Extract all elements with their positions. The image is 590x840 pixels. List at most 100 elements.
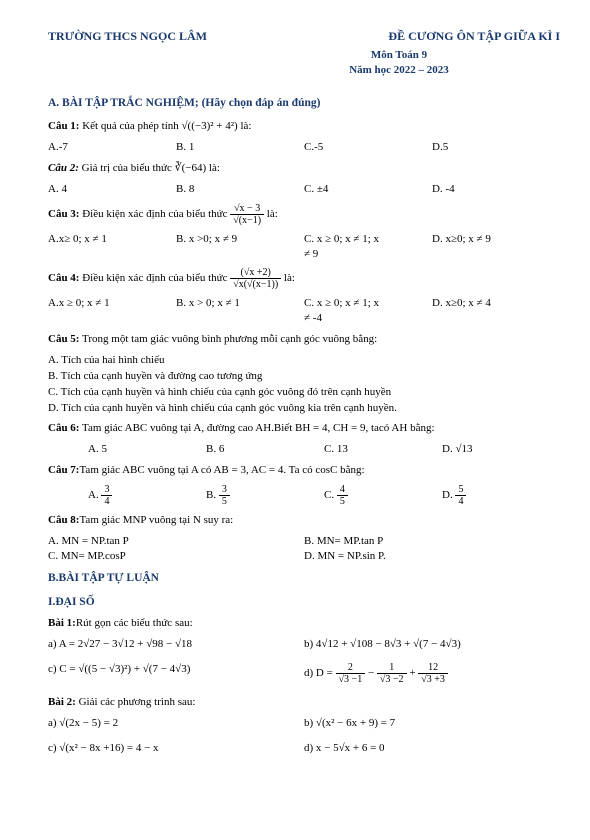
q7-opt-c: C. 45 (324, 484, 442, 507)
q8-options-row1: A. MN = NP.tan P B. MN= MP.tan P (48, 534, 560, 549)
q2-opt-a: A. 4 (48, 182, 176, 197)
b2-label: Bài 2: (48, 696, 76, 708)
q8-opt-d: D. MN = NP.sin P. (304, 549, 560, 564)
b2-item-a: a) √(2x − 5) = 2 (48, 716, 304, 731)
b1-item-d: d) D = 2√3 −1 − 1√3 −2 + 12√3 +3 (304, 662, 560, 685)
q2-options: A. 4 B. 8 C. ±4 D. -4 (48, 182, 560, 197)
q5-opt-c: C. Tích của cạnh huyền và hình chiếu của… (48, 385, 560, 400)
q3-opt-d: D. x≥0; x ≠ 9 (432, 232, 560, 262)
q8-opt-a: A. MN = NP.tan P (48, 534, 304, 549)
question-5: Câu 5: Trong một tam giác vuông bình phư… (48, 332, 560, 347)
q6-label: Câu 6: (48, 422, 79, 434)
q3-label: Câu 3: (48, 208, 79, 220)
b2-text: Giải các phương trình sau: (76, 696, 196, 708)
section-b-title: B.BÀI TẬP TỰ LUẬN (48, 571, 560, 587)
q4-after: là: (284, 272, 295, 284)
b2-item-d: d) x − 5√x + 6 = 0 (304, 741, 560, 756)
header: TRƯỜNG THCS NGỌC LÂM ĐỀ CƯƠNG ÔN TẬP GIỮ… (48, 28, 560, 44)
exercise-2: Bài 2: Giải các phương trình sau: (48, 695, 560, 710)
q3-frac-den: √(x−1) (230, 215, 264, 226)
b2-row1: a) √(2x − 5) = 2 b) √(x² − 6x + 9) = 7 (48, 716, 560, 731)
b1-item-b: b) 4√12 + √108 − 8√3 + √(7 − 4√3) (304, 637, 560, 652)
section-a-title: A. BÀI TẬP TRẮC NGHIỆM; (Hãy chọn đáp án… (48, 96, 560, 112)
q6-opt-c: C. 13 (324, 442, 442, 457)
q7-options: A. 34 B. 35 C. 45 D. 54 (48, 484, 560, 507)
q3-text: Điều kiện xác định của biểu thức (79, 208, 230, 220)
q4-label: Câu 4: (48, 272, 79, 284)
b1-text: Rút gọn các biểu thức sau: (76, 617, 193, 629)
q4-text: Điều kiện xác định của biểu thức (79, 272, 230, 284)
q8-options-row2: C. MN= MP.cosP D. MN = NP.sin P. (48, 549, 560, 564)
b2-item-b: b) √(x² − 6x + 9) = 7 (304, 716, 560, 731)
question-2: Câu 2: Giá trị của biểu thức ∛(−64) là: (48, 161, 560, 176)
q4-opt-d: D. x≥0; x ≠ 4 (432, 296, 560, 326)
b1-item-c: c) C = √((5 − √3)²) + √(7 − 4√3) (48, 662, 304, 685)
q3-after: là: (267, 208, 278, 220)
question-6: Câu 6: Tam giác ABC vuông tại A, đường c… (48, 421, 560, 436)
q1-opt-c: C.-5 (304, 140, 432, 155)
q1-opt-d: D.5 (432, 140, 560, 155)
q1-text: Kết quả của phép tính √((−3)² + 4²) là: (79, 120, 251, 132)
question-3: Câu 3: Điều kiện xác định của biểu thức … (48, 203, 560, 226)
q4-opt-c: C. x ≥ 0; x ≠ 1; x ≠ -4 (304, 296, 432, 326)
q8-text: Tam giác MNP vuông tại N suy ra: (79, 514, 233, 526)
q2-opt-b: B. 8 (176, 182, 304, 197)
q3-opt-c: C. x ≥ 0; x ≠ 1; x ≠ 9 (304, 232, 432, 262)
q6-opt-b: B. 6 (206, 442, 324, 457)
subject: Môn Toán 9 (238, 48, 560, 63)
q2-text: Giá trị của biểu thức ∛(−64) là: (79, 162, 220, 174)
exercise-1: Bài 1:Rút gọn các biểu thức sau: (48, 616, 560, 631)
q3-opt-a: A.x≥ 0; x ≠ 1 (48, 232, 176, 262)
q5-opt-a: A. Tích của hai hình chiếu (48, 353, 560, 368)
q3-fraction: √x − 3 √(x−1) (230, 203, 264, 226)
q4-frac-num: (√x +2) (230, 267, 281, 279)
q8-label: Câu 8: (48, 514, 79, 526)
q3-frac-num: √x − 3 (230, 203, 264, 215)
q6-text: Tam giác ABC vuông tại A, đường cao AH.B… (79, 422, 434, 434)
exam-page: TRƯỜNG THCS NGỌC LÂM ĐỀ CƯƠNG ÔN TẬP GIỮ… (0, 0, 590, 840)
question-4: Câu 4: Điều kiện xác định của biểu thức … (48, 267, 560, 290)
q8-opt-c: C. MN= MP.cosP (48, 549, 304, 564)
q3-opt-b: B. x >0; x ≠ 9 (176, 232, 304, 262)
doc-title: ĐỀ CƯƠNG ÔN TẬP GIỮA KÌ I (388, 28, 560, 44)
q5-options: A. Tích của hai hình chiếu B. Tích của c… (48, 353, 560, 415)
q1-label: Câu 1: (48, 120, 79, 132)
q6-opt-a: A. 5 (88, 442, 206, 457)
q7-label: Câu 7: (48, 464, 79, 476)
b1-label: Bài 1: (48, 617, 76, 629)
b1-row2: c) C = √((5 − √3)²) + √(7 − 4√3) d) D = … (48, 662, 560, 685)
q7-text: Tam giác ABC vuông tại A có AB = 3, AC =… (79, 464, 364, 476)
q2-label: Câu 2: (48, 162, 79, 174)
school-name: TRƯỜNG THCS NGỌC LÂM (48, 28, 207, 44)
question-8: Câu 8:Tam giác MNP vuông tại N suy ra: (48, 513, 560, 528)
b1-item-a: a) A = 2√27 − 3√12 + √98 − √18 (48, 637, 304, 652)
q4-opt-a: A.x ≥ 0; x ≠ 1 (48, 296, 176, 326)
section-i-title: I.ĐẠI SỐ (48, 595, 560, 611)
q5-opt-b: B. Tích của cạnh huyền và đường cao tươn… (48, 369, 560, 384)
q6-options: A. 5 B. 6 C. 13 D. √13 (48, 442, 560, 457)
q4-options: A.x ≥ 0; x ≠ 1 B. x > 0; x ≠ 1 C. x ≥ 0;… (48, 296, 560, 326)
q5-opt-d: D. Tích của cạnh huyền và hình chiếu của… (48, 401, 560, 416)
q7-opt-a: A. 34 (88, 484, 206, 507)
q5-text: Trong một tam giác vuông bình phương mỗi… (79, 333, 377, 345)
q2-opt-d: D. -4 (432, 182, 560, 197)
q4-opt-b: B. x > 0; x ≠ 1 (176, 296, 304, 326)
q1-options: A.-7 B. 1 C.-5 D.5 (48, 140, 560, 155)
q6-opt-d: D. √13 (442, 442, 560, 457)
q2-opt-c: C. ±4 (304, 182, 432, 197)
b2-item-c: c) √(x² − 8x +16) = 4 − x (48, 741, 304, 756)
b1-row1: a) A = 2√27 − 3√12 + √98 − √18 b) 4√12 +… (48, 637, 560, 652)
question-7: Câu 7:Tam giác ABC vuông tại A có AB = 3… (48, 463, 560, 478)
q3-options: A.x≥ 0; x ≠ 1 B. x >0; x ≠ 9 C. x ≥ 0; x… (48, 232, 560, 262)
school-year: Năm học 2022 – 2023 (238, 63, 560, 78)
question-1: Câu 1: Kết quả của phép tính √((−3)² + 4… (48, 119, 560, 134)
q1-opt-a: A.-7 (48, 140, 176, 155)
b2-row2: c) √(x² − 8x +16) = 4 − x d) x − 5√x + 6… (48, 741, 560, 756)
q1-opt-b: B. 1 (176, 140, 304, 155)
q8-opt-b: B. MN= MP.tan P (304, 534, 560, 549)
q4-frac-den: √x(√(x−1)) (230, 279, 281, 290)
q4-fraction: (√x +2) √x(√(x−1)) (230, 267, 281, 290)
q7-opt-b: B. 35 (206, 484, 324, 507)
q7-opt-d: D. 54 (442, 484, 560, 507)
q5-label: Câu 5: (48, 333, 79, 345)
